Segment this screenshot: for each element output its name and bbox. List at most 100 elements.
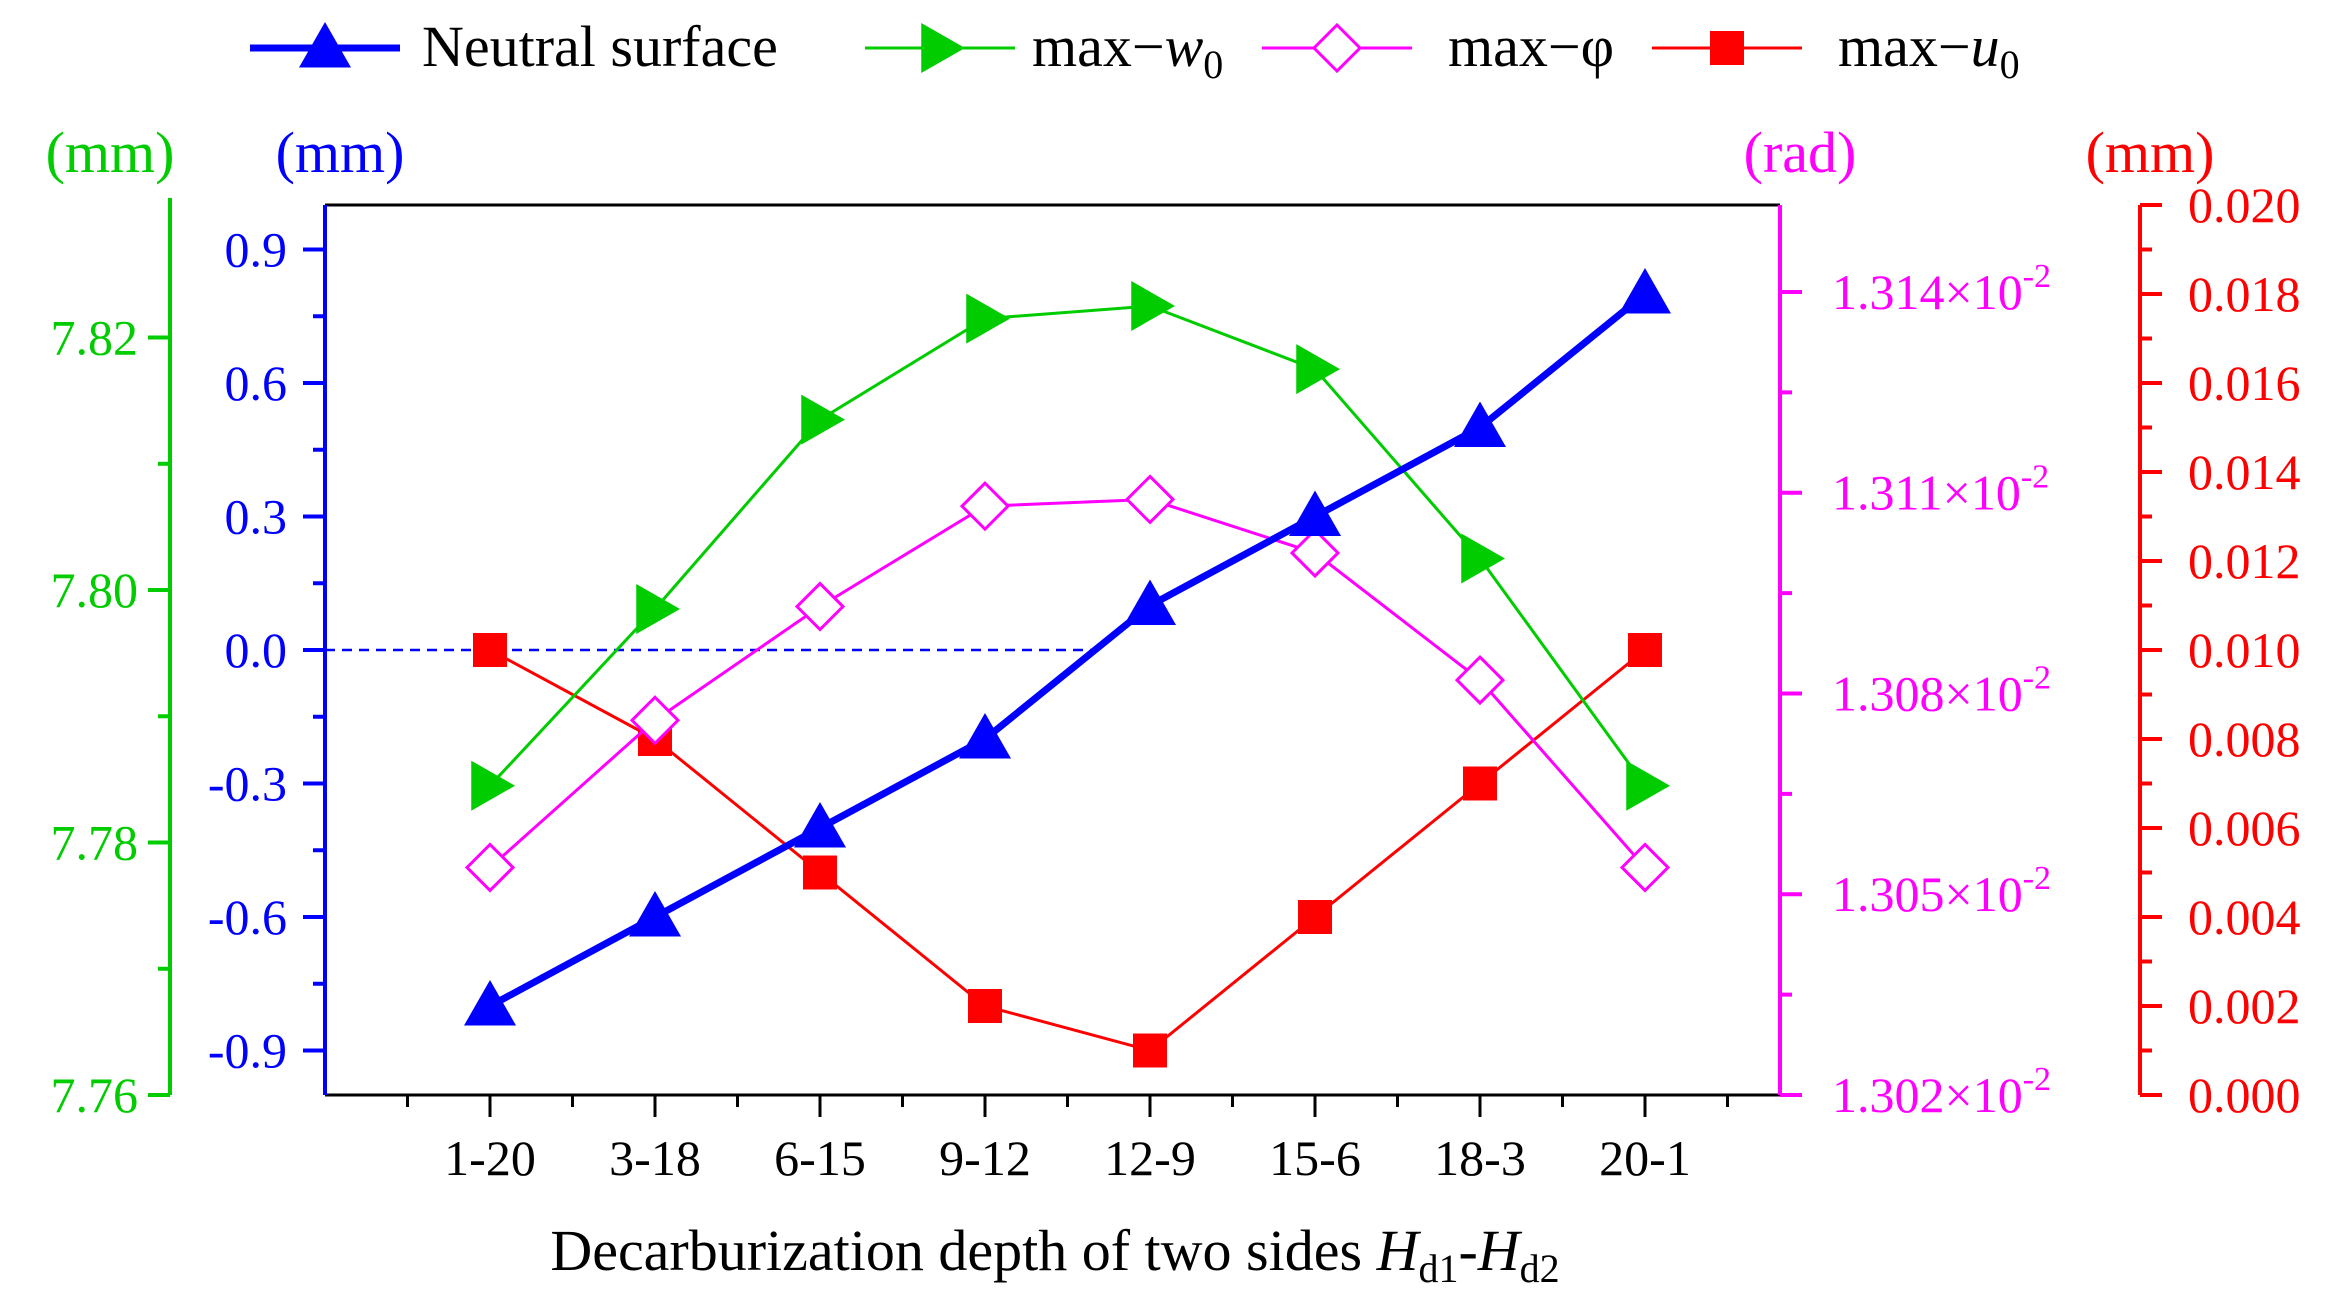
u0-point-1-20 <box>473 633 507 667</box>
x-axis-title-group: Decarburization depth of two sides Hd1-H… <box>550 1218 1559 1290</box>
u0-tick-label: 0.016 <box>2188 355 2301 411</box>
phi-tick-times: ×10 <box>1945 665 2023 721</box>
phi-tick-label: 1.311×10-2 <box>1832 459 2049 521</box>
phi-point-3-18 <box>629 695 681 746</box>
phi-tick-label: 1.305×10-2 <box>1832 860 2051 922</box>
u0-tick-label: 0.018 <box>2188 266 2301 322</box>
legend-text: max− <box>1032 14 1165 79</box>
u0-tick-label: 0.014 <box>2188 444 2301 500</box>
legend-var: w <box>1165 14 1204 79</box>
u0-point-15-6 <box>1298 900 1332 934</box>
neutral-tick-label: 0.3 <box>225 489 288 545</box>
legend-marker-phi <box>1311 22 1363 74</box>
phi-tick-exp: -2 <box>2021 459 2049 496</box>
legend-text: max− <box>1838 14 1971 79</box>
x-tick-label: 6-15 <box>774 1130 866 1186</box>
phi-axis-unit: (rad) <box>1744 120 1857 185</box>
u0-tick-label: 0.008 <box>2188 711 2301 767</box>
neutral-point-9-12 <box>959 713 1011 759</box>
u0-tick-label: 0.012 <box>2188 533 2301 589</box>
u0-tick-label: 0.004 <box>2188 889 2301 945</box>
phi-tick-exp: -2 <box>2023 258 2051 295</box>
phi-tick-exp: -2 <box>2023 860 2051 897</box>
x-axis-title-dash: - <box>1458 1218 1477 1283</box>
u0-point-6-15 <box>803 855 837 890</box>
legend-marker-u0 <box>1710 31 1744 65</box>
x-axis-title-sub2: d2 <box>1520 1246 1560 1290</box>
phi-point-20-1 <box>1619 842 1671 893</box>
x-axis-title: Decarburization depth of two sides Hd1-H… <box>550 1218 1559 1290</box>
u0-point-18-3 <box>1463 766 1497 801</box>
neutral-tick-label: 0.0 <box>225 622 288 678</box>
legend-marker-neutral <box>299 22 351 68</box>
u0-tick-label: 0.002 <box>2188 978 2301 1034</box>
phi-tick-times: ×10 <box>1945 1067 2023 1123</box>
x-tick-label: 12-9 <box>1104 1130 1196 1186</box>
legend-label-neutral: Neutral surface <box>422 14 778 79</box>
x-tick-label: 15-6 <box>1269 1130 1361 1186</box>
phi-point-9-12 <box>959 481 1011 532</box>
legend-text: max−φ <box>1448 14 1614 79</box>
legend-var: u <box>1971 14 2000 79</box>
phi-tick-mantissa: 1.314 <box>1832 264 1945 320</box>
neutral-tick-label: -0.9 <box>208 1023 287 1079</box>
x-tick-label: 9-12 <box>939 1130 1031 1186</box>
neutral-point-3-18 <box>629 891 681 937</box>
x-tick-label: 20-1 <box>1599 1130 1691 1186</box>
legend-sub: 0 <box>2000 42 2020 87</box>
u0-point-20-1 <box>1628 633 1662 667</box>
u0-tick-label: 0.000 <box>2188 1067 2301 1123</box>
neutral-tick-label: 0.9 <box>225 222 288 278</box>
phi-tick-label: 1.314×10-2 <box>1832 258 2051 320</box>
phi-point-15-6 <box>1289 527 1341 579</box>
phi-point-12-9 <box>1124 474 1176 525</box>
legend-text: Neutral surface <box>422 14 778 79</box>
neutral-point-6-15 <box>794 802 846 848</box>
phi-tick-mantissa: 1.311 <box>1832 465 1943 521</box>
neutral-tick-label: 0.6 <box>225 355 288 411</box>
phi-tick-exp: -2 <box>2023 1061 2051 1098</box>
neutral-point-12-9 <box>1124 579 1176 625</box>
neutral-series-line <box>488 291 1648 1010</box>
u0-tick-label: 0.006 <box>2188 800 2301 856</box>
phi-tick-mantissa: 1.305 <box>1832 866 1945 922</box>
neutral-tick-label: -0.6 <box>208 889 287 945</box>
u0-point-9-12 <box>968 989 1002 1023</box>
phi-tick-exp: -2 <box>2023 659 2051 696</box>
phi-tick-mantissa: 1.302 <box>1832 1067 1945 1123</box>
neutral-point-20-1 <box>1619 268 1671 314</box>
x-axis-title-var1: H <box>1376 1218 1422 1283</box>
w0-point-15-6 <box>1296 344 1340 395</box>
phi-tick-mantissa: 1.308 <box>1832 665 1945 721</box>
w0-tick-label: 7.76 <box>51 1067 139 1123</box>
legend-label-w0: max−w0 <box>1032 14 1223 87</box>
w0-tick-label: 7.80 <box>51 562 139 618</box>
u0-tick-label: 0.020 <box>2188 177 2301 233</box>
phi-tick-times: ×10 <box>1943 465 2021 521</box>
phi-tick-label: 1.302×10-2 <box>1832 1061 2051 1123</box>
u0-series-line <box>489 648 1646 1052</box>
neutral-point-15-6 <box>1289 490 1341 536</box>
x-tick-label: 1-20 <box>444 1130 536 1186</box>
u0-tick-label: 0.010 <box>2188 622 2301 678</box>
legend-marker-w0 <box>921 23 965 73</box>
phi-point-18-3 <box>1454 654 1506 706</box>
axes-layer: 1-20 3-18 6-15 9-12 12-9 15-6 18-3 20-1 -0.9 -0.6… <box>46 120 2301 1186</box>
neutral-axis-unit: (mm) <box>276 120 405 185</box>
w0-point-3-18 <box>636 583 680 634</box>
w0-point-6-15 <box>801 394 845 445</box>
phi-tick-times: ×10 <box>1945 866 2023 922</box>
w0-axis-unit: (mm) <box>46 120 175 185</box>
w0-tick-label: 7.82 <box>51 310 139 366</box>
series-layer <box>464 268 1671 1068</box>
neutral-tick-label: -0.3 <box>208 756 287 812</box>
w0-point-9-12 <box>966 293 1010 344</box>
w0-point-12-9 <box>1131 280 1175 331</box>
w0-point-1-20 <box>471 760 515 811</box>
phi-series-line <box>489 497 1647 869</box>
phi-point-6-15 <box>794 581 846 632</box>
legend-label-u0: max−u0 <box>1838 14 2020 87</box>
w0-series-line <box>488 304 1647 787</box>
